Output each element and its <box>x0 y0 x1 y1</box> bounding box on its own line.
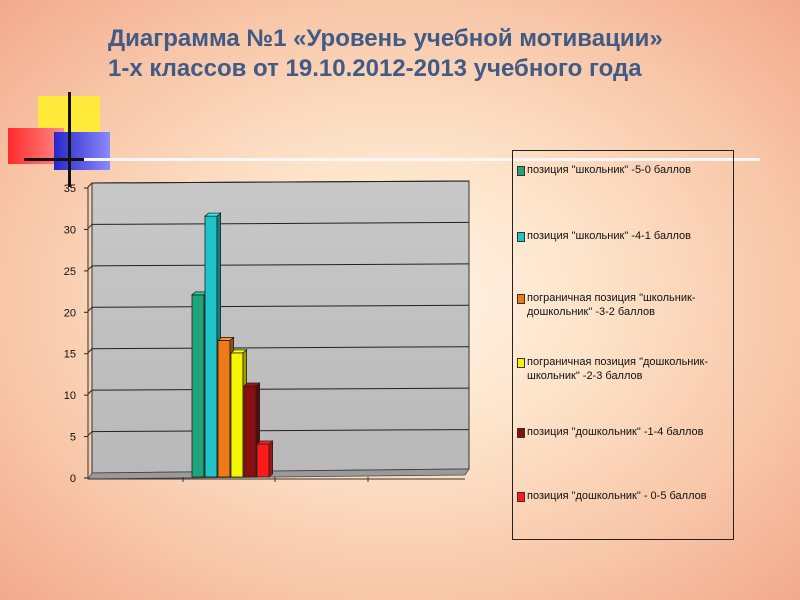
legend-label: позиция "школьник" -4-1 баллов <box>527 230 691 242</box>
plot-area <box>87 180 470 482</box>
y-tick-label: 30 <box>64 224 76 236</box>
y-tick-label: 10 <box>64 390 76 402</box>
deco-blue-square <box>54 132 110 170</box>
legend-swatch <box>517 492 525 502</box>
legend-swatch <box>517 428 525 438</box>
title-line-1: Диаграмма №1 «Уровень учебной мотивации» <box>108 25 663 52</box>
y-tick-label: 20 <box>64 307 76 319</box>
y-tick-label: 15 <box>64 349 76 361</box>
bar-front <box>217 340 231 478</box>
legend-swatch <box>517 166 525 176</box>
bar-top <box>216 337 235 341</box>
gridline-side <box>87 431 93 436</box>
gridline-side <box>87 265 93 271</box>
gridline <box>91 304 470 308</box>
bar-top <box>242 382 261 387</box>
bar-front <box>191 294 205 478</box>
gridline <box>91 429 470 433</box>
legend-label: пограничная позиция "дошкольник-школьник… <box>527 356 708 382</box>
legend: позиция "школьник" -5-0 баллов позиция "ш… <box>512 150 734 540</box>
plot-floor <box>87 468 470 480</box>
legend-label: позиция "дошкольник" -1-4 баллов <box>527 426 704 438</box>
gridline <box>91 263 470 267</box>
deco-vertical-line <box>68 92 71 187</box>
legend-swatch <box>517 358 525 368</box>
legend-label: пограничная позиция "школьник-дошкольник… <box>527 292 696 318</box>
gridline-side <box>87 182 93 188</box>
bar-side <box>268 440 274 478</box>
y-tick-label: 35 <box>64 183 76 195</box>
y-tick-label: 5 <box>70 432 76 444</box>
bar-front <box>204 215 218 478</box>
bar <box>255 440 274 478</box>
bar-top <box>229 349 248 354</box>
deco-horizontal-line <box>40 158 760 161</box>
chart-title: Диаграмма №1 «Уровень учебной мотивации»… <box>108 24 788 84</box>
gridline-side <box>87 389 93 395</box>
plot-background <box>91 180 470 474</box>
y-axis-ticks: 0 5 10 15 20 25 30 35 <box>64 183 88 485</box>
title-line-2: 1-х классов от 19.10.2012-2013 учебного … <box>108 55 642 82</box>
bar-front <box>243 385 257 478</box>
y-tick-label: 0 <box>70 473 76 485</box>
deco-horizontal-line-dark <box>24 158 84 161</box>
gridline <box>91 346 470 350</box>
legend-swatch <box>517 294 525 304</box>
y-tick-label: 25 <box>64 266 76 278</box>
gridline-side <box>87 348 93 354</box>
gridline <box>91 221 470 225</box>
gridline <box>91 180 470 184</box>
gridline-side <box>87 224 93 229</box>
bars-group <box>190 212 274 478</box>
legend-label: позиция "дошкольник" - 0-5 баллов <box>527 490 707 502</box>
gridline-side <box>87 306 93 312</box>
legend-label: позиция "школьник" -5-0 баллов <box>527 164 691 176</box>
bar-top <box>203 212 222 217</box>
gridline <box>91 387 470 391</box>
bar-top <box>255 440 274 445</box>
bar-front <box>230 352 244 478</box>
legend-swatch <box>517 232 525 242</box>
bar-front <box>256 443 270 478</box>
